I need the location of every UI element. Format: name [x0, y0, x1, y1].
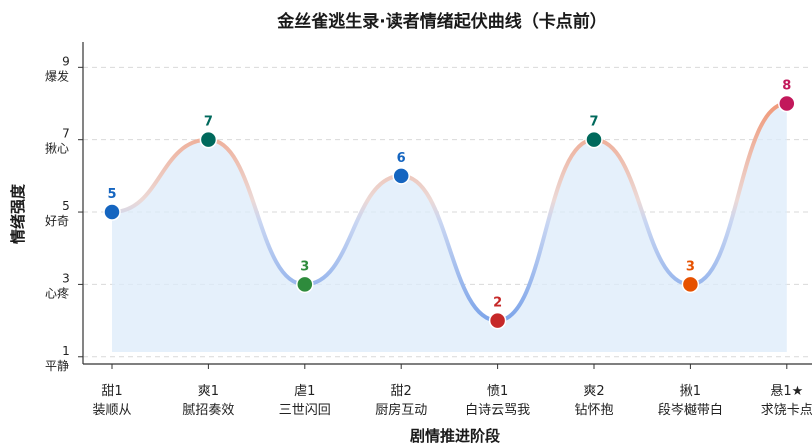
data-value-label: 8: [782, 79, 791, 94]
y-tick-label: 平静: [45, 359, 69, 373]
data-point: [199, 130, 218, 149]
data-value-label: 7: [204, 115, 213, 130]
x-tick-label-stage: 揪1: [680, 383, 701, 399]
x-tick-label-event: 钻怀抱: [574, 402, 613, 418]
data-value-label: 6: [397, 151, 406, 166]
x-tick-label-stage: 虐1: [294, 383, 315, 399]
x-tick-label-stage: 爽2: [583, 384, 604, 399]
data-value-label: 2: [493, 296, 502, 311]
data-value-label: 7: [589, 115, 598, 130]
y-axis-title: 情绪强度: [9, 183, 27, 244]
data-value-label: 3: [300, 259, 309, 274]
x-axis-title: 剧情推进阶段: [410, 427, 500, 445]
y-tick-number: 1: [62, 344, 70, 358]
x-tick-label-stage: 愤1: [487, 384, 508, 399]
value-labels: 5 7 3 6 2 7 3 8: [107, 79, 791, 311]
x-tick-label-event: 段岑樾带白: [658, 402, 723, 418]
data-point: [585, 130, 603, 149]
x-tick-label-event: 白诗云骂我: [465, 402, 530, 418]
x-tick-label-stage: 悬1★: [770, 384, 803, 399]
x-tick-label-event: 厨房互动: [375, 402, 427, 418]
x-tick-label-event: 装顺从: [92, 403, 131, 418]
y-tick-number: 3: [62, 271, 70, 285]
y-tick-label: 爆发: [45, 68, 69, 83]
x-tick-label-event: 求饶卡点: [761, 403, 812, 418]
data-point: [103, 203, 121, 221]
y-tick-label: 揪心: [45, 141, 69, 156]
data-point: [392, 167, 410, 185]
data-point: [296, 275, 314, 294]
data-point: [778, 94, 796, 113]
y-ticks: 1平静 3心疼 5好奇 7揪心 9爆发: [45, 54, 83, 373]
y-tick-number: 9: [62, 54, 70, 68]
x-tick-label-event: 三世闪回: [279, 403, 331, 418]
x-tick-label-stage: 甜1: [101, 383, 122, 399]
data-value-label: 5: [107, 187, 116, 202]
y-tick-label: 心疼: [45, 285, 69, 300]
x-tick-label-stage: 爽1: [198, 384, 219, 399]
area-fill: [112, 103, 787, 352]
data-value-label: 3: [686, 259, 695, 274]
y-tick-label: 好奇: [45, 214, 69, 228]
data-point: [488, 311, 507, 330]
data-points: [103, 94, 796, 330]
chart-title: 金丝雀逃生录·读者情绪起伏曲线（卡点前）: [276, 11, 606, 32]
y-tick-number: 7: [62, 127, 70, 141]
data-point: [681, 275, 700, 294]
y-tick-number: 5: [62, 199, 70, 213]
x-tick-label-stage: 甜2: [391, 383, 412, 399]
x-tick-label-event: 腻招奏效: [182, 403, 234, 418]
x-ticks: 甜1 装顺从 爽1 腻招奏效 虐1 三世闪回 甜2 厨房互动 愤1 白诗云骂我 爽2 钻怀抱 揪1 段岑樾…: [92, 364, 812, 418]
